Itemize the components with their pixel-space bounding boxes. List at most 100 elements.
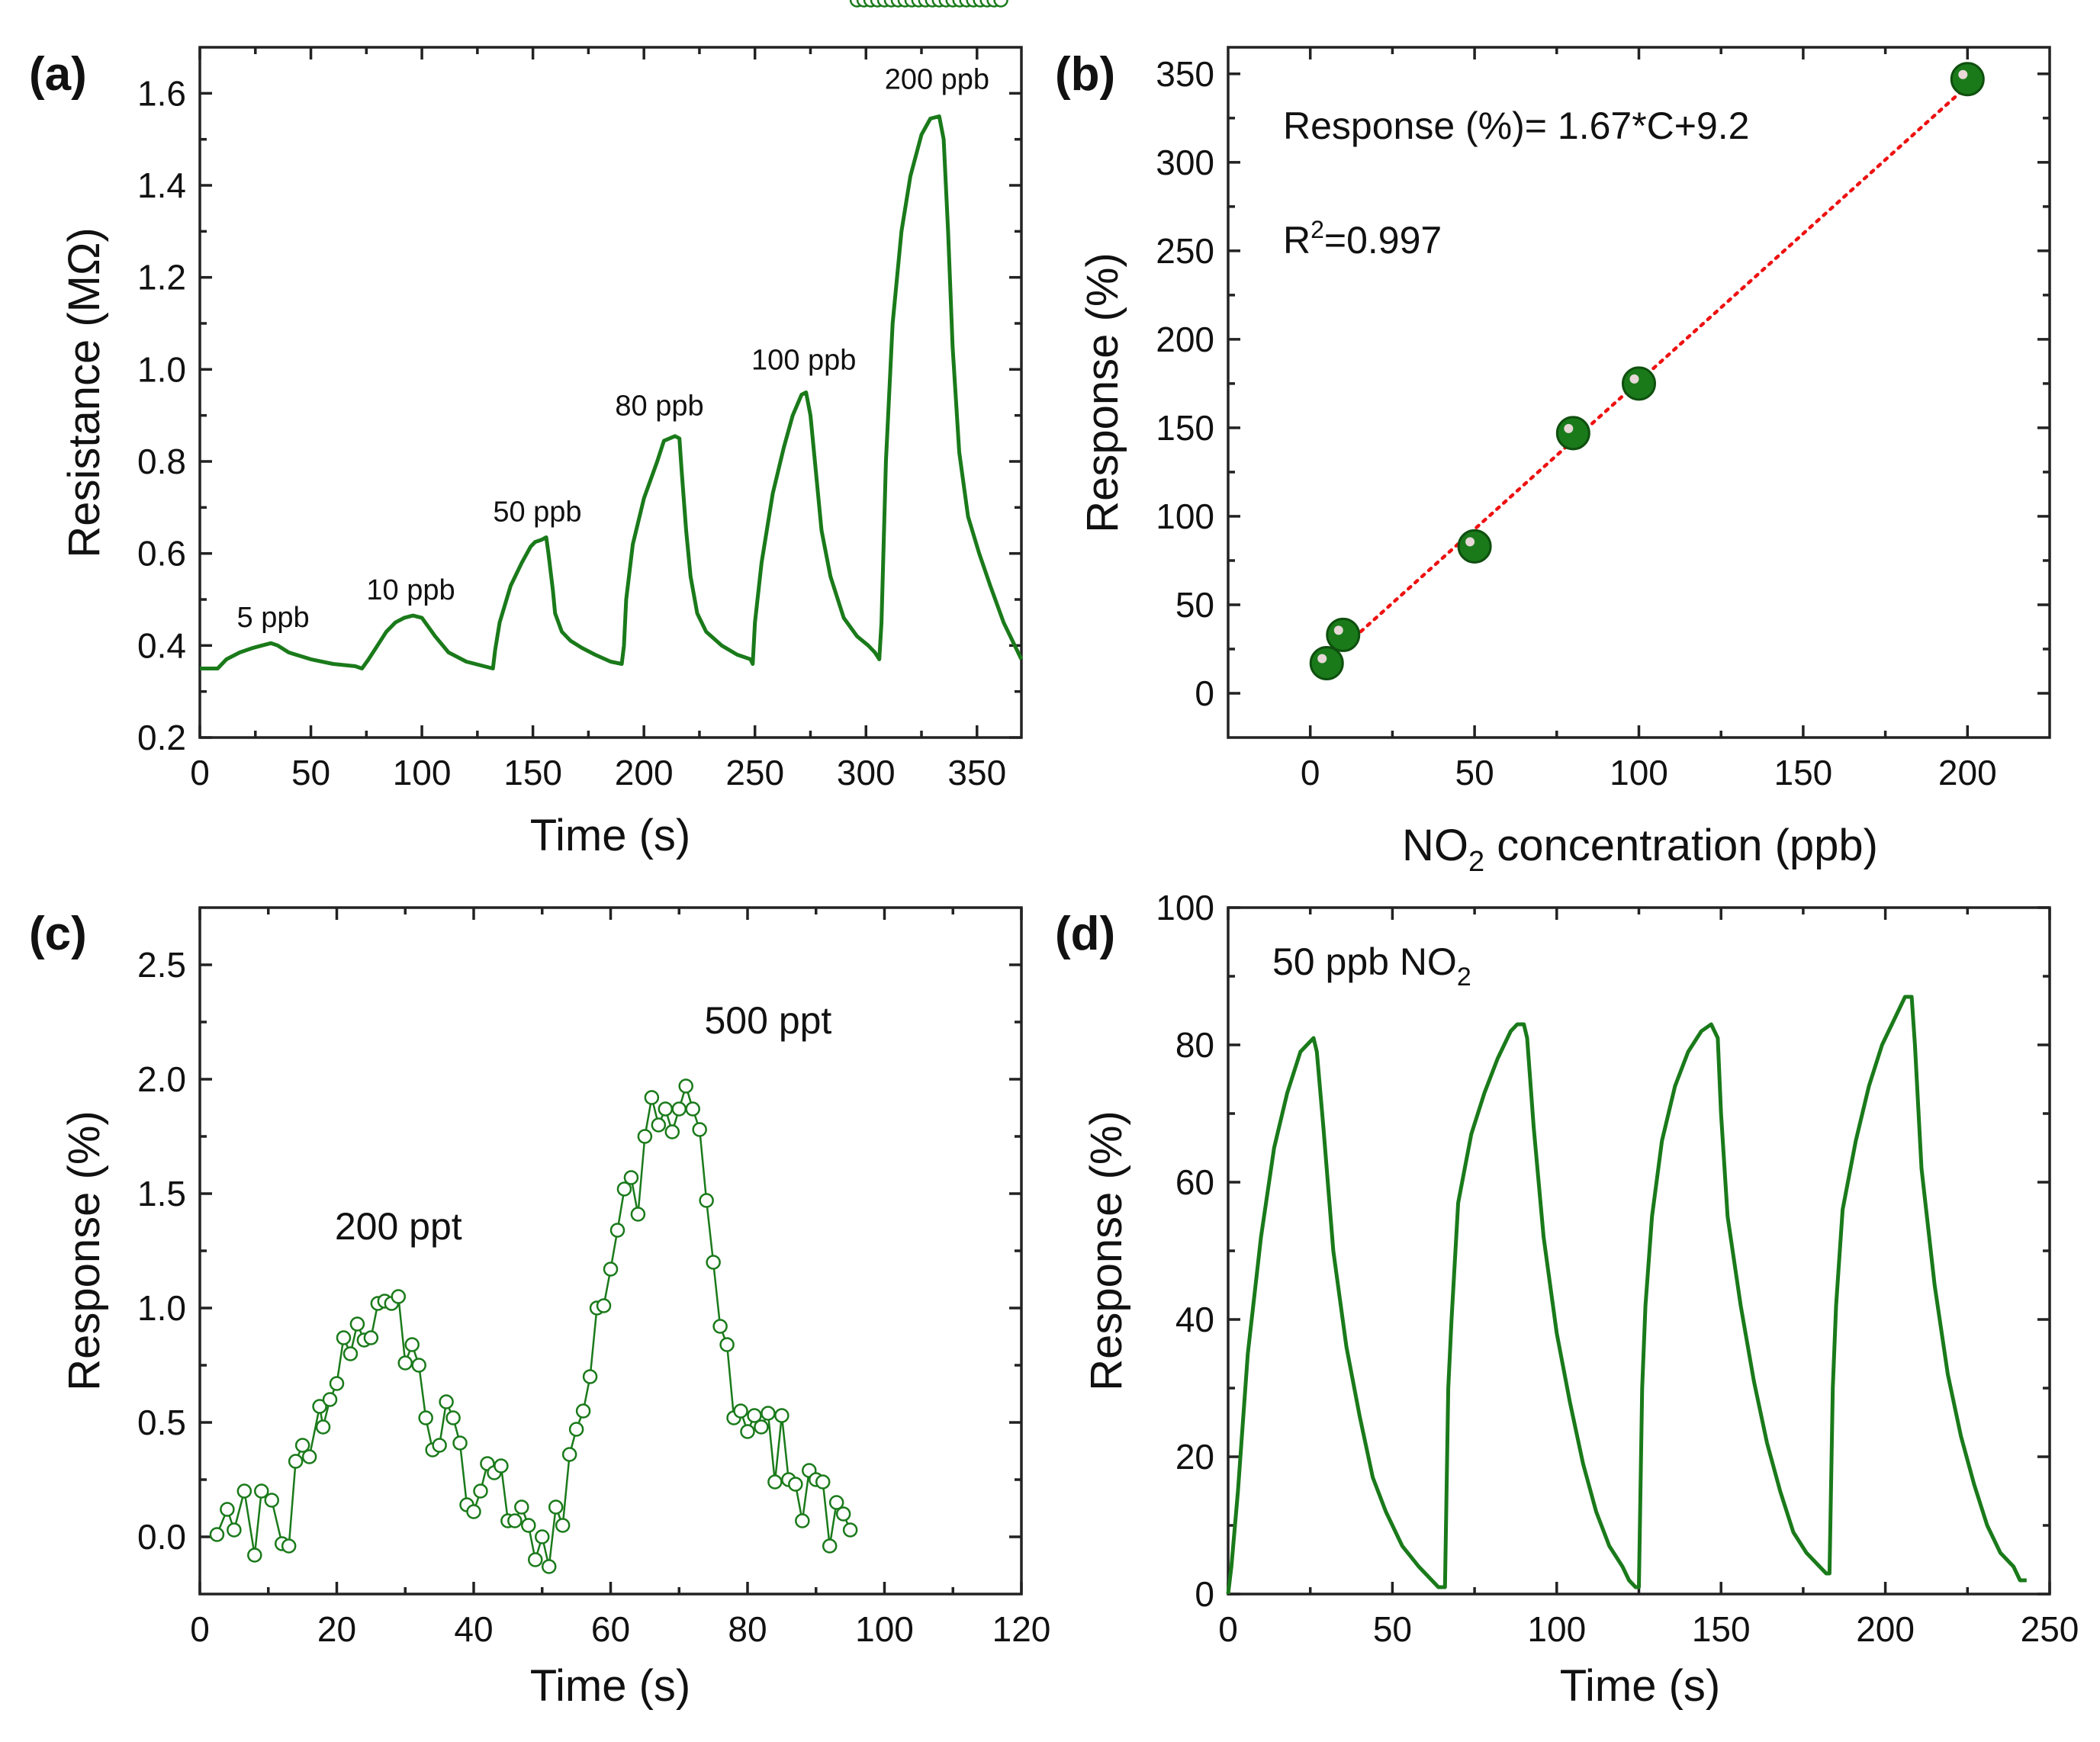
data-point — [596, 1298, 612, 1313]
y-tick-label: 0.5 — [137, 1403, 186, 1442]
data-point — [835, 1506, 851, 1522]
data-point — [363, 1330, 379, 1345]
y-tick-label: 1.0 — [137, 349, 186, 389]
data-point-highlight — [1333, 625, 1343, 635]
x-axis-label-c: Time (s) — [530, 1661, 690, 1711]
data-point — [541, 1559, 557, 1574]
data-point — [452, 1435, 468, 1451]
data-point — [342, 1346, 359, 1361]
y-tick-label: 350 — [1156, 54, 1214, 94]
data-point — [473, 1483, 488, 1499]
y-tick-label: 40 — [1175, 1300, 1214, 1339]
x-tick-label: 250 — [2021, 1609, 2079, 1649]
y-tick-label: 0.4 — [137, 625, 186, 665]
x-tick-label: 200 — [615, 753, 674, 792]
x-tick-label: 80 — [728, 1609, 767, 1649]
data-point — [288, 1454, 304, 1469]
x-tick-label: 0 — [1301, 753, 1320, 792]
annotation-label: 200 ppt — [335, 1205, 462, 1248]
y-tick-label: 1.2 — [137, 258, 186, 297]
data-point — [1457, 529, 1492, 564]
data-point — [993, 0, 1008, 8]
y-tick-label: 1.0 — [137, 1288, 186, 1328]
data-point — [822, 1538, 838, 1554]
data-point — [630, 1207, 646, 1222]
data-point — [699, 1193, 714, 1208]
data-point — [322, 1392, 338, 1407]
axis-ticks-b: 0 50 100 150 200 0 50 100 150 200 250 300 350 — [1156, 47, 2050, 792]
annotation-label: 100 ppb — [751, 344, 856, 376]
data-point — [1309, 646, 1344, 681]
y-tick-label: 20 — [1175, 1437, 1214, 1477]
data-point — [658, 1101, 674, 1117]
data-point — [236, 1483, 252, 1499]
panel-label-b: (b) — [1055, 48, 1115, 101]
data-point — [754, 1419, 769, 1435]
data-point — [644, 1090, 660, 1105]
y-tick-label: 0.0 — [137, 1517, 186, 1557]
y-tick-label: 2.0 — [137, 1059, 186, 1099]
y-tick-label: 0.8 — [137, 442, 186, 481]
panel-label-c: (c) — [29, 908, 87, 960]
data-point — [582, 1369, 598, 1384]
data-point — [439, 1394, 454, 1409]
data-point — [616, 1181, 632, 1197]
data-point — [1555, 416, 1590, 451]
x-tick-label: 350 — [947, 753, 1006, 792]
data-point — [521, 1518, 536, 1533]
data-point — [561, 1447, 577, 1462]
y-tick-label: 100 — [1156, 888, 1214, 927]
data-point — [815, 1474, 831, 1490]
data-point — [548, 1499, 564, 1515]
data-point — [719, 1337, 735, 1352]
data-point — [264, 1493, 279, 1508]
annotations-a: 5 ppb 10 ppb 50 ppb 80 ppb 100 ppb 200 ppb — [237, 63, 990, 634]
x-tick-label: 0 — [190, 1609, 210, 1649]
data-point — [209, 1527, 225, 1542]
annotation-label: 10 ppb — [366, 574, 455, 606]
x-tick-label: 50 — [291, 753, 330, 792]
x-tick-label: 100 — [1610, 753, 1668, 792]
y-axis-label-b: Response (%) — [1078, 252, 1127, 532]
annotation-label: 80 ppb — [615, 391, 703, 423]
data-point — [678, 1078, 693, 1094]
y-tick-label: 250 — [1156, 231, 1214, 271]
data-point — [671, 1101, 687, 1117]
data-point — [637, 1129, 653, 1144]
data-point — [220, 1502, 235, 1517]
y-tick-label: 200 — [1156, 320, 1214, 359]
annotation-label: 500 ppt — [705, 999, 832, 1042]
x-tick-label: 300 — [837, 753, 896, 792]
x-tick-label: 50 — [1455, 753, 1494, 792]
data-point — [685, 1101, 700, 1117]
series-d — [1226, 995, 2027, 1595]
data-point — [397, 1355, 413, 1371]
y-tick-label: 300 — [1156, 143, 1214, 182]
data-point — [312, 1399, 327, 1414]
panel-c: (c) 0 20 40 60 80 100 120 0.0 0.5 1.0 1.5 2.0 2.5 20… — [29, 0, 1050, 1711]
data-point — [712, 1319, 728, 1334]
data-point — [568, 1422, 584, 1437]
x-axis-label-d: Time (s) — [1560, 1661, 1720, 1711]
data-point — [404, 1337, 420, 1352]
x-tick-label: 50 — [1373, 1609, 1412, 1649]
x-tick-label: 100 — [1527, 1609, 1586, 1649]
data-point — [411, 1358, 426, 1373]
panel-d: (d) 0 50 100 150 200 250 0 20 40 60 80 100 50 ppb N… — [1055, 888, 2079, 1711]
y-tick-label: 50 — [1175, 585, 1214, 625]
annotations-c: 200 ppt 500 ppt — [335, 999, 832, 1248]
data-point — [528, 1552, 543, 1567]
y-tick-label: 0 — [1195, 1574, 1214, 1614]
data-point — [774, 1408, 790, 1423]
data-point — [740, 1424, 755, 1439]
x-tick-label: 150 — [1692, 1609, 1751, 1649]
data-point — [842, 1522, 858, 1538]
data-point-highlight — [1958, 69, 1968, 79]
data-point — [329, 1376, 345, 1391]
data-point — [432, 1438, 447, 1453]
data-point — [603, 1262, 619, 1277]
y-tick-label: 0 — [1195, 673, 1214, 713]
x-tick-label: 100 — [393, 753, 452, 792]
data-point-highlight — [1465, 537, 1475, 547]
